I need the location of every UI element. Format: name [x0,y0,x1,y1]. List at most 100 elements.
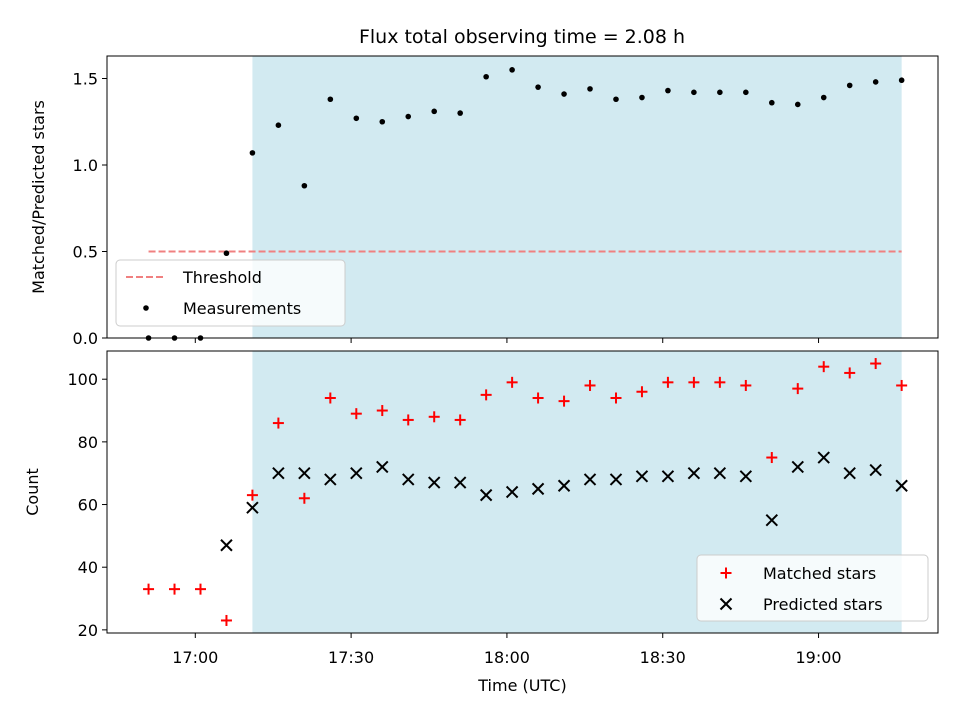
x-tick-label: 18:00 [484,648,530,667]
measurement-point [794,101,801,108]
measurement-point [509,67,515,73]
measurement-point [275,122,282,129]
predicted-star-point [220,539,233,552]
measurement-point [535,84,541,90]
bottom-y-ticks: 20 40 60 80 100 [67,370,107,640]
predicted-star-point [350,466,363,480]
matched-star-point [402,414,414,426]
matched-star-point [766,452,778,464]
measurement-point [561,91,567,97]
matched-star-point [272,417,284,429]
predicted-star-point [427,476,441,489]
matched-star-point [844,367,856,379]
top-legend-box [115,259,346,327]
matched-star-point [220,614,232,626]
y-tick-label: 80 [78,433,98,452]
bottom-legend-box [696,554,929,622]
legend-predicted-label: Predicted stars [763,595,883,614]
measurement-point [743,89,749,96]
measurement-point [301,182,308,189]
bottom-axes-frame [106,350,939,634]
matched-star-point [298,492,310,504]
predicted-star-point [531,482,545,496]
matched-star-point [610,392,622,404]
matched-star-point [194,583,206,595]
matched-star-point [636,386,648,398]
matched-star-point [818,361,830,373]
measurement-point [223,250,230,257]
matched-star-point [169,583,181,595]
matched-star-point [558,395,570,407]
top-legend: Threshold Measurements [115,259,346,327]
matched-stars-points [143,358,908,626]
predicted-star-point [376,460,389,474]
y-tick-label: 0.0 [73,329,98,348]
y-tick-label: 0.5 [73,242,98,261]
predicted-star-point [505,485,519,499]
matched-star-point [792,383,804,395]
predicted-star-point [583,473,597,486]
measurement-point [431,108,438,115]
measurement-point [483,73,489,80]
matched-star-point [688,376,700,388]
bottom-panel: 20 40 60 80 100 17:00 17:30 18:00 18:30 19:00 Co… [23,350,939,695]
predicted-star-point [324,473,337,486]
y-tick-label: 1.5 [73,69,98,88]
legend-threshold-label: Threshold [182,268,262,287]
predicted-star-point [791,460,804,474]
matched-star-point [584,379,596,391]
y-tick-label: 20 [78,621,98,640]
x-tick-label: 17:00 [172,648,218,667]
matched-star-point [324,392,336,404]
matched-star-point [454,414,466,426]
legend-plus-marker [720,567,732,579]
x-axis-label: Time (UTC) [477,676,566,695]
matched-star-point [506,376,518,388]
matched-star-point [870,358,882,370]
measurement-point [457,110,463,116]
predicted-star-point [479,488,493,502]
predicted-star-point [298,466,311,480]
predicted-star-point [453,476,467,489]
legend-measurements-label: Measurements [183,299,301,318]
measurement-point [665,87,671,94]
y-tick-label: 40 [78,558,98,577]
chart-title: Flux total observing time = 2.08 h [359,26,685,48]
predicted-star-point [272,466,285,480]
predicted-star-point [739,470,753,483]
matched-star-point [662,376,674,388]
predicted-star-point [713,466,727,480]
predicted-star-point [895,479,908,492]
top-y-ticks: 0.0 0.5 1.0 1.5 [73,69,107,348]
measurement-point [846,82,853,89]
predicted-star-point [817,451,830,464]
top-axes-frame [106,55,939,339]
top-shaded-region [252,56,902,338]
matched-star-point [714,376,726,388]
matched-star-point [246,489,258,501]
legend-measurements-swatch [143,305,149,311]
predicted-star-point [661,470,675,483]
matched-star-point [480,389,492,401]
matched-star-point [428,411,440,423]
predicted-star-point [557,479,571,492]
predicted-star-point [246,501,259,514]
predicted-star-point [869,463,882,477]
predicted-star-point [687,466,701,480]
measurement-point [639,94,645,101]
matched-star-point [376,405,388,417]
measurement-points [145,67,905,341]
legend-predicted-swatch [719,597,733,611]
measurement-point [405,113,412,120]
predicted-star-point [843,466,856,480]
y-tick-label: 100 [67,370,98,389]
x-tick-label: 18:30 [640,648,686,667]
bottom-legend: Matched stars Predicted stars [696,554,929,622]
y-tick-label: 1.0 [73,156,98,175]
top-panel: 0.0 0.5 1.0 1.5 Matched/Predicted stars Thr… [29,55,939,348]
matched-star-point [740,379,752,391]
measurement-point [613,96,619,103]
legend-matched-label: Matched stars [763,564,876,583]
bottom-x-ticks: 17:00 17:30 18:00 18:30 19:00 [172,633,842,667]
